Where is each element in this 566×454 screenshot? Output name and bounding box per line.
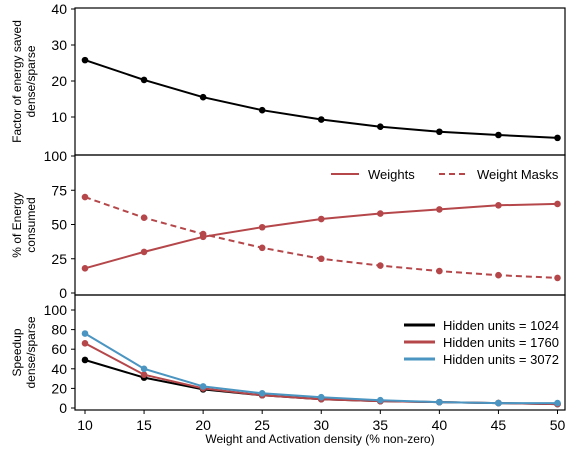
data-point <box>495 202 502 209</box>
y-tick-label-3: 20 <box>51 380 67 396</box>
x-tick-label: 40 <box>432 417 448 433</box>
panel-frame-3 <box>74 294 566 411</box>
data-point <box>258 223 266 231</box>
data-point <box>495 271 502 279</box>
data-point <box>258 390 266 397</box>
y-tick-label-3: 40 <box>51 361 67 377</box>
data-point <box>199 383 207 390</box>
data-point <box>81 265 89 272</box>
data-point <box>140 371 148 378</box>
y-tick-label-2: 25 <box>51 251 67 267</box>
y-tick-label-1: 20 <box>51 73 67 89</box>
data-point <box>495 399 502 407</box>
data-point <box>81 340 89 347</box>
data-point <box>436 267 443 275</box>
y-axis-label-line: dense/sparse <box>24 45 38 117</box>
y-tick-label-2: 0 <box>59 285 67 301</box>
data-point <box>81 56 89 64</box>
y-tick-label-1: 40 <box>51 1 67 17</box>
data-point <box>554 200 561 208</box>
legend-label: Weight Masks <box>477 167 559 182</box>
data-point <box>377 262 384 269</box>
x-tick-label: 10 <box>77 417 93 433</box>
y-axis-label-line: consumed <box>24 197 38 252</box>
y-tick-label-3: 100 <box>44 302 68 318</box>
series-line-1-1 <box>84 59 558 139</box>
legend-label: Hidden units = 3072 <box>443 352 559 367</box>
data-point <box>377 210 384 217</box>
y-tick-label-1: 10 <box>51 109 67 125</box>
data-point <box>436 128 443 136</box>
data-point <box>554 399 561 407</box>
y-tick-label-2: 50 <box>51 217 67 233</box>
y-tick-label-1: 30 <box>51 37 67 53</box>
data-point <box>377 396 384 404</box>
data-point <box>554 274 561 282</box>
data-point <box>377 123 384 131</box>
x-tick-label: 50 <box>550 417 566 433</box>
x-tick-label: 15 <box>136 417 152 433</box>
y-tick-label-3: 60 <box>51 341 67 357</box>
y-tick-label-2: 75 <box>51 182 67 198</box>
legend-label: Weights <box>368 167 415 182</box>
legend-label: Hidden units = 1024 <box>443 318 559 333</box>
data-point <box>81 356 89 364</box>
data-point <box>436 398 443 406</box>
y-axis-label-line: Factor of energy saved <box>10 20 24 143</box>
data-point <box>258 244 266 252</box>
x-tick-label: 25 <box>254 417 270 433</box>
x-tick-label: 45 <box>491 417 507 433</box>
x-tick-label: 20 <box>195 417 211 433</box>
y-tick-label-2: 100 <box>44 148 68 164</box>
data-point <box>81 193 89 201</box>
data-point <box>140 248 148 256</box>
x-tick-label: 35 <box>373 417 389 433</box>
data-point <box>199 93 207 101</box>
data-point <box>317 116 325 123</box>
series-layer <box>81 56 561 408</box>
data-point <box>81 330 89 337</box>
y-axis-label-line: Speedup <box>10 328 24 376</box>
data-point <box>317 215 325 223</box>
y-axis-label-1: Factor of energy saveddense/sparse <box>10 20 38 143</box>
y-axis-label-3: Speedupdense/sparse <box>10 316 38 388</box>
data-point <box>317 255 325 263</box>
data-point <box>436 206 443 213</box>
data-point <box>495 131 502 139</box>
y-axis-label-line: % of Energy <box>10 192 24 257</box>
x-axis-label: Weight and Activation density (% non-zer… <box>205 432 434 446</box>
data-point <box>140 214 148 221</box>
data-point <box>317 393 325 401</box>
data-point <box>140 365 148 373</box>
data-point <box>140 76 148 84</box>
y-axis-label-2: % of Energyconsumed <box>10 192 38 257</box>
legend-label: Hidden units = 1760 <box>443 335 559 350</box>
data-point <box>258 106 266 114</box>
legend-layer: Weights Weight Masks Hidden units = 1024 Hi… <box>331 167 559 367</box>
y-axis-label-line: dense/sparse <box>24 316 38 388</box>
y-tick-label-3: 0 <box>59 400 67 416</box>
data-point <box>554 134 561 142</box>
data-point <box>199 230 207 238</box>
x-tick-label: 30 <box>313 417 329 433</box>
y-tick-label-3: 80 <box>51 322 67 338</box>
series-line-2-2 <box>84 196 558 279</box>
